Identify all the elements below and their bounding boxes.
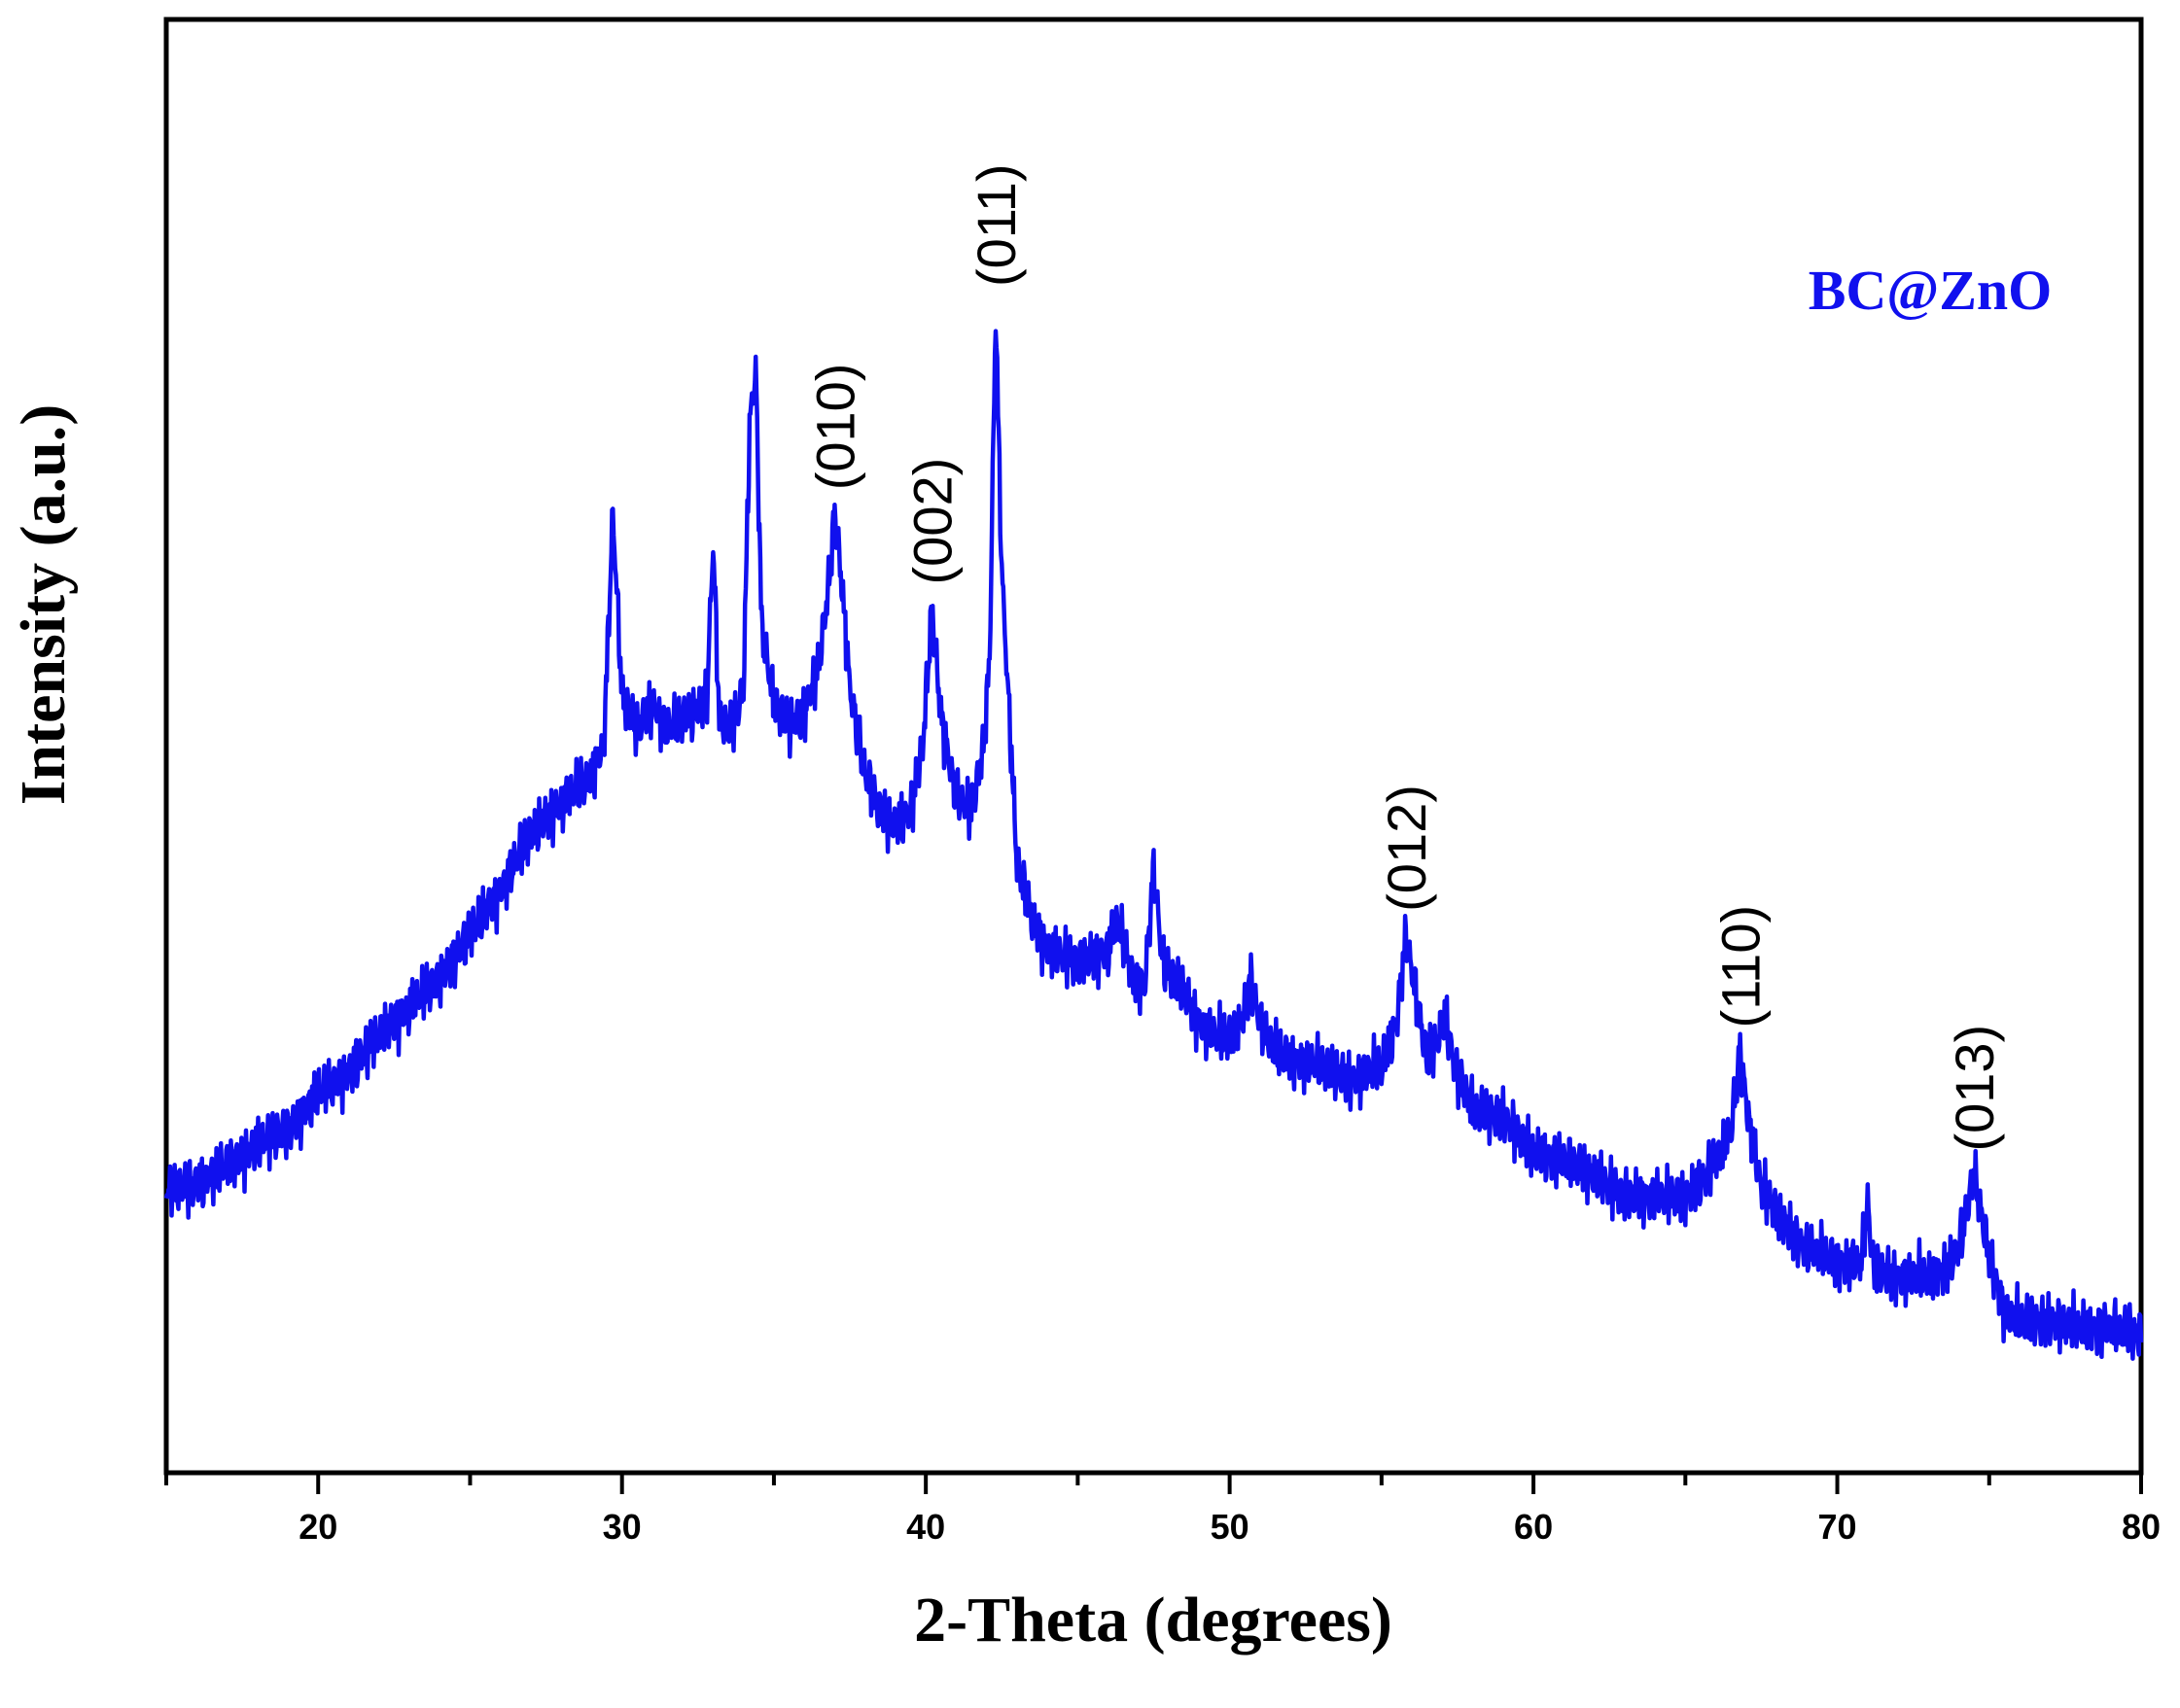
x-tick-label-60: 60 (1514, 1507, 1553, 1547)
peak-label: (002) (901, 458, 963, 585)
x-tick-label-30: 30 (603, 1507, 642, 1547)
series-line-bc-zno (163, 329, 2144, 1361)
plot-frame (163, 17, 2144, 1476)
y-axis-title: Intensity (a.u.) (8, 404, 79, 806)
peak-label: (011) (966, 163, 1027, 287)
x-tick-label-20: 20 (299, 1507, 337, 1547)
x-tick-label-80: 80 (2122, 1507, 2161, 1547)
peak-label: (110) (1710, 905, 1772, 1028)
x-tick-label-40: 40 (906, 1507, 945, 1547)
x-axis-ticks: 20 30 40 50 60 70 80 (164, 1473, 2161, 1547)
legend-bc-zno: BC@ZnO (1809, 259, 2053, 322)
x-tick-label-70: 70 (1818, 1507, 1857, 1547)
peak-labels: (010) (002) (011) (012) (110) (013) (804, 163, 2005, 1151)
peak-label: (010) (804, 364, 865, 491)
series-layer (163, 329, 2144, 1361)
peak-label: (012) (1376, 784, 1437, 912)
peak-label: (013) (1944, 1025, 2005, 1152)
x-tick-label-50: 50 (1211, 1507, 1249, 1547)
x-axis-title: 2-Theta (degrees) (914, 1585, 1392, 1656)
